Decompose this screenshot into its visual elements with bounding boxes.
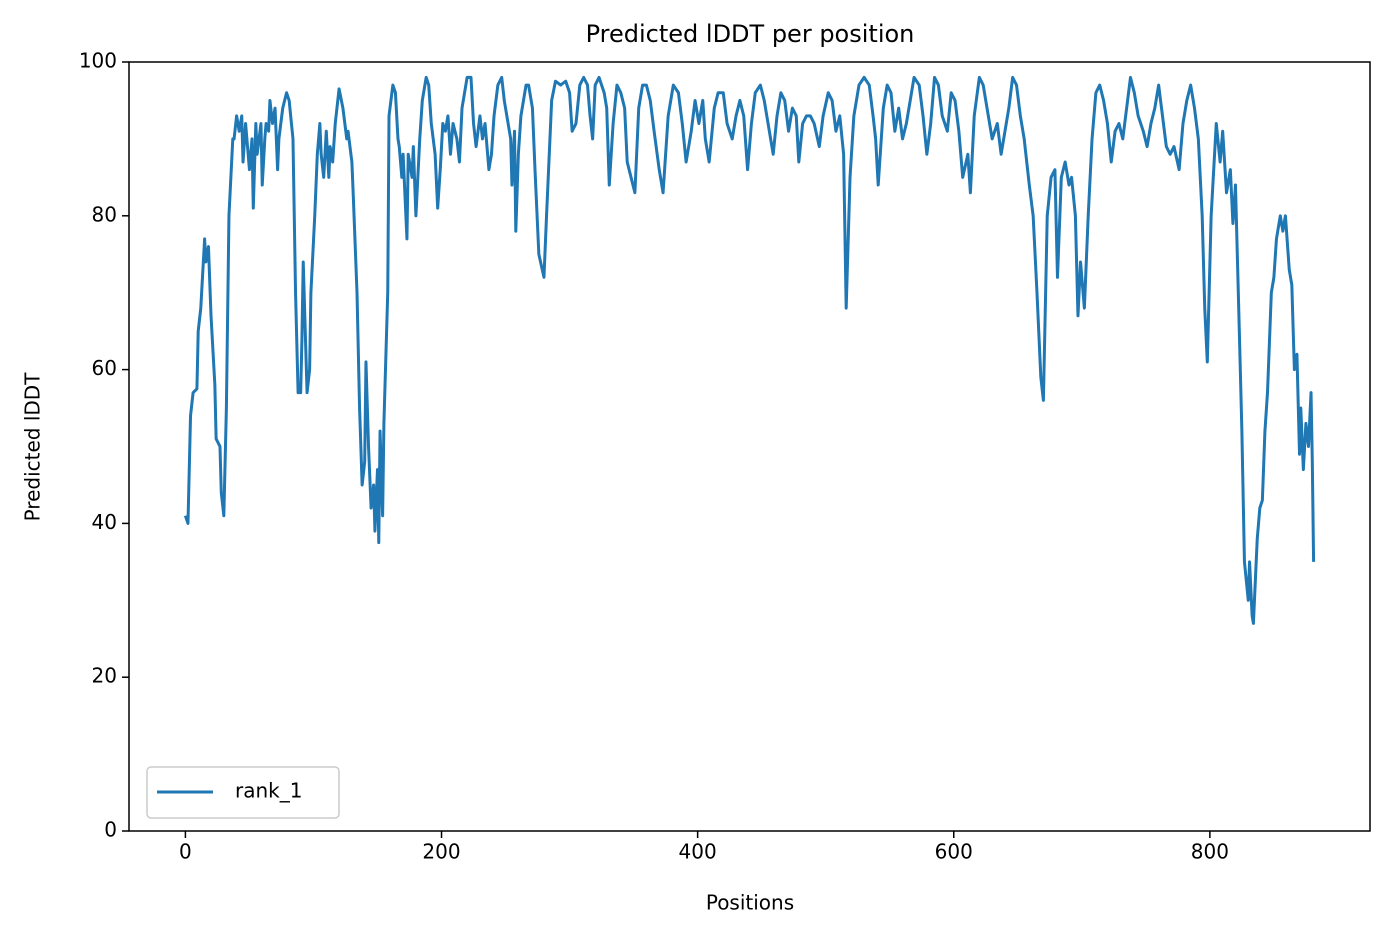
x-tick-label: 200 (422, 840, 460, 864)
x-axis-label: Positions (706, 891, 794, 915)
chart-title: Predicted lDDT per position (586, 20, 915, 48)
x-tick-label: 600 (935, 840, 973, 864)
y-tick-label: 0 (104, 818, 117, 842)
x-tick-label: 800 (1191, 840, 1229, 864)
y-axis-label: Predicted lDDT (21, 372, 45, 522)
y-tick-label: 40 (92, 510, 117, 534)
legend-box (146, 766, 340, 819)
x-tick-label: 0 (179, 840, 192, 864)
y-tick-label: 20 (92, 664, 117, 688)
x-tick-label: 400 (679, 840, 717, 864)
axes-frame (128, 61, 1371, 832)
data-line (183, 75, 1316, 625)
y-tick-label: 60 (92, 356, 117, 380)
legend-label: rank_1 (235, 779, 302, 803)
y-tick-label: 80 (92, 202, 117, 226)
y-tick-label: 100 (79, 49, 117, 73)
